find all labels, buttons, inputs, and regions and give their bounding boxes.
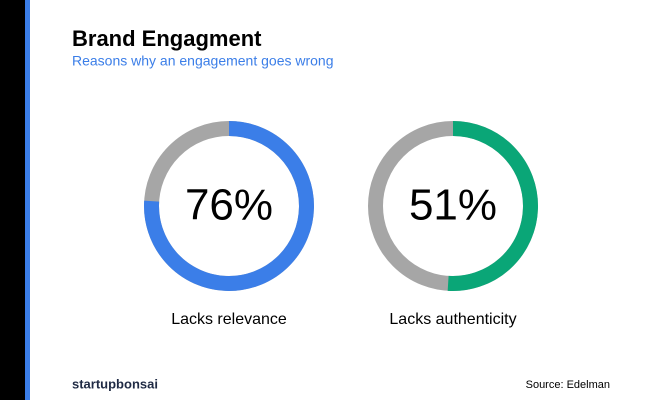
value-label: 76% — [185, 181, 273, 230]
source: Source: Edelman — [526, 379, 610, 391]
category-label: Lacks authenticity — [389, 311, 516, 328]
chart-title: Brand Engagment — [72, 26, 262, 51]
donut-arc — [144, 121, 314, 291]
side-stripe — [25, 0, 30, 400]
brand: startupbonsai — [72, 376, 158, 391]
donut-arc — [447, 121, 538, 291]
value-label: 51% — [409, 181, 497, 230]
chart-subtitle: Reasons why an engagement goes wrong — [72, 53, 334, 69]
side-bar — [0, 0, 25, 400]
category-label: Lacks relevance — [171, 311, 287, 328]
